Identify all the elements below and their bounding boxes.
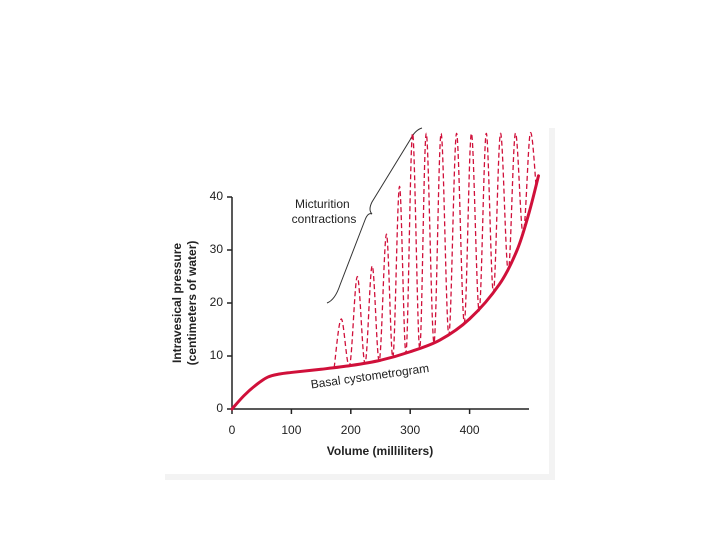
y-tick-label: 10 bbox=[210, 348, 224, 362]
x-tick-label: 200 bbox=[341, 423, 361, 437]
y-tick-label: 0 bbox=[216, 401, 223, 415]
dashed-line bbox=[333, 132, 537, 368]
x-tick-label: 100 bbox=[281, 423, 301, 437]
x-axis-label: Volume (milliliters) bbox=[327, 444, 433, 458]
x-tick-label: 0 bbox=[229, 423, 236, 437]
y-tick-label: 30 bbox=[210, 242, 224, 256]
y-tick-label: 40 bbox=[210, 189, 224, 203]
y-axis-label: Intravesical pressure bbox=[170, 243, 184, 363]
x-tick-label: 400 bbox=[460, 423, 480, 437]
y-axis-label: (centimeters of water) bbox=[185, 241, 199, 366]
x-tick-label: 300 bbox=[400, 423, 420, 437]
y-tick-label: 20 bbox=[210, 295, 224, 309]
annotation: Micturition contractions bbox=[292, 197, 357, 226]
